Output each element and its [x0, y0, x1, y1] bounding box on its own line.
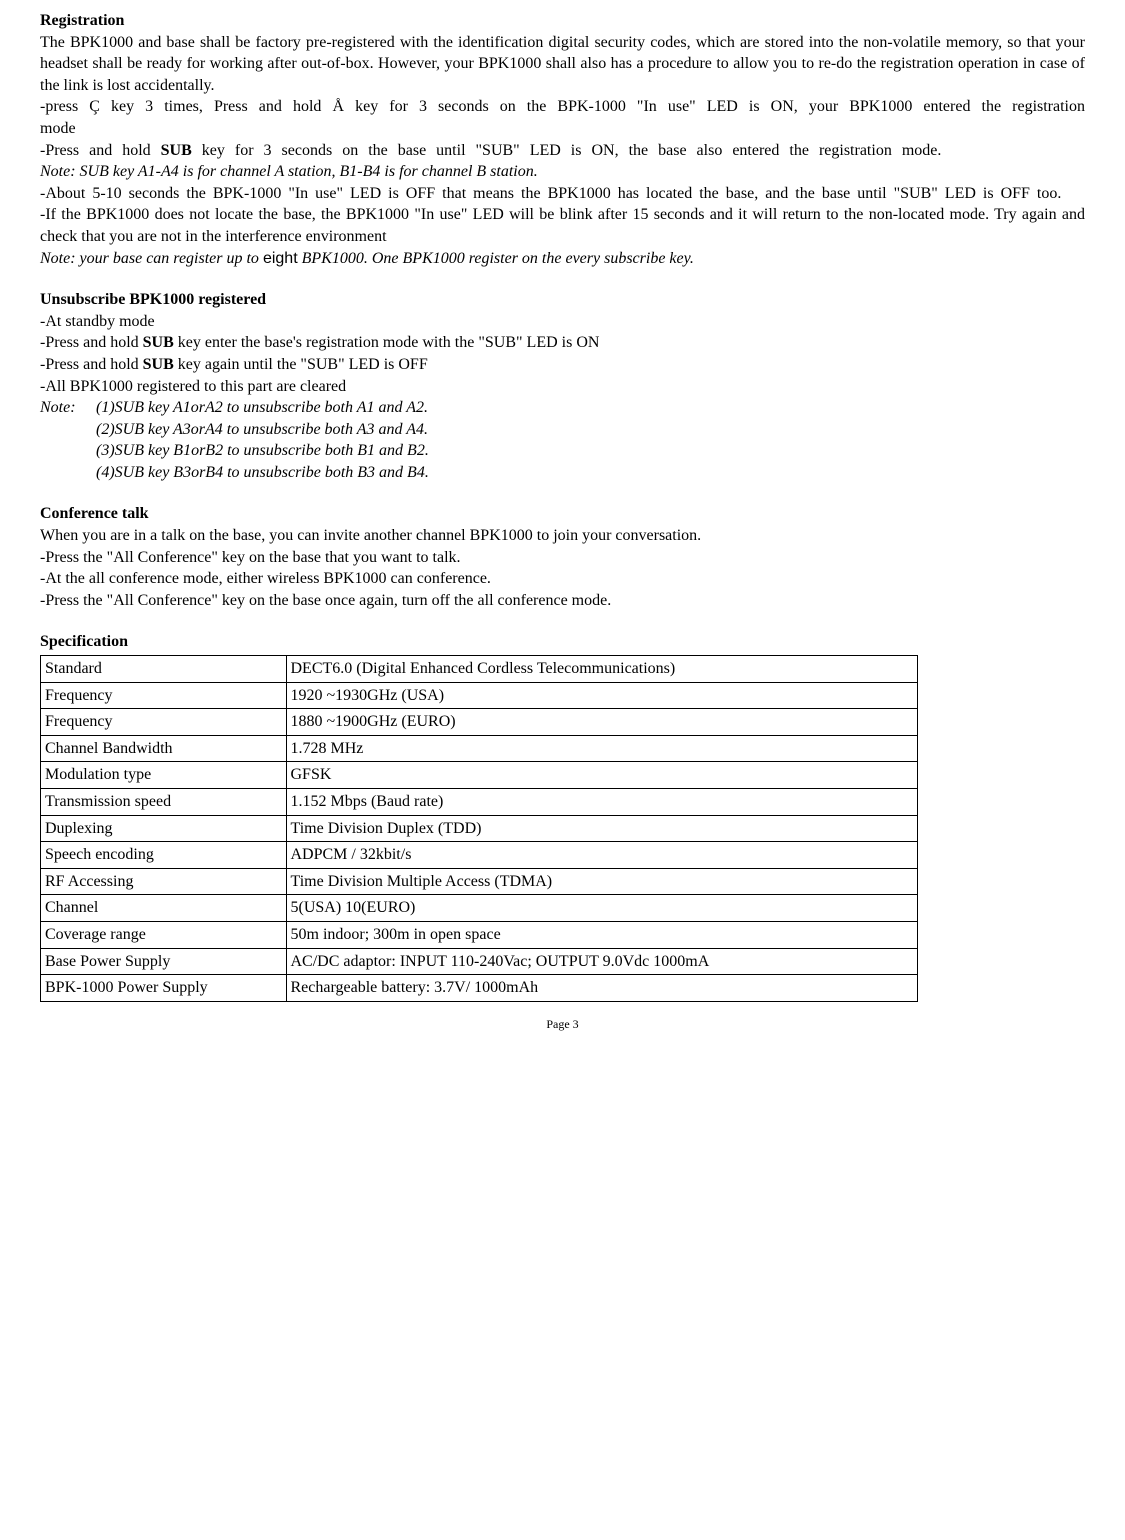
spec-value: 1880 ~1900GHz (EURO)	[286, 709, 917, 736]
table-row: Modulation typeGFSK	[41, 762, 918, 789]
table-row: RF AccessingTime Division Multiple Acces…	[41, 868, 918, 895]
eight-label: eight	[263, 250, 298, 267]
spec-label: BPK-1000 Power Supply	[41, 975, 287, 1002]
spec-label: Frequency	[41, 682, 287, 709]
unsubscribe-n2: (2)SUB key A3orA4 to unsubscribe both A3…	[40, 419, 1085, 441]
table-row: Transmission speed1.152 Mbps (Baud rate)	[41, 789, 918, 816]
spec-value: 1.152 Mbps (Baud rate)	[286, 789, 917, 816]
spec-heading: Specification	[40, 631, 1085, 653]
spec-label: Channel Bandwidth	[41, 735, 287, 762]
unsubscribe-heading: Unsubscribe BPK1000 registered	[40, 289, 1085, 311]
spec-value: GFSK	[286, 762, 917, 789]
registration-note2: Note: your base can register up to eight…	[40, 248, 1085, 270]
spec-value: Time Division Multiple Access (TDMA)	[286, 868, 917, 895]
spec-label: Coverage range	[41, 921, 287, 948]
note-label: Note:	[40, 397, 96, 419]
table-row: Base Power SupplyAC/DC adaptor: INPUT 11…	[41, 948, 918, 975]
key-c-icon: Ç	[89, 98, 100, 115]
spec-value: 5(USA) 10(EURO)	[286, 895, 917, 922]
table-row: Frequency1880 ~1900GHz (EURO)	[41, 709, 918, 736]
unsubscribe-n3: (3)SUB key B1orB2 to unsubscribe both B1…	[40, 440, 1085, 462]
spec-table: StandardDECT6.0 (Digital Enhanced Cordle…	[40, 655, 918, 1002]
unsubscribe-l2: -Press and hold SUB key enter the base's…	[40, 332, 1085, 354]
text: -Press and hold	[40, 356, 143, 373]
unsubscribe-l3: -Press and hold SUB key again until the …	[40, 354, 1085, 376]
spec-label: Frequency	[41, 709, 287, 736]
text: BPK1000. One BPK1000 register on the eve…	[298, 250, 694, 267]
table-row: Channel Bandwidth1.728 MHz	[41, 735, 918, 762]
unsubscribe-l4: -All BPK1000 registered to this part are…	[40, 376, 1085, 398]
unsubscribe-l1: -At standby mode	[40, 311, 1085, 333]
spec-value: 1.728 MHz	[286, 735, 917, 762]
page-footer: Page 3	[40, 1016, 1085, 1032]
text: -Press and hold	[40, 334, 143, 351]
spec-value: 1920 ~1930GHz (USA)	[286, 682, 917, 709]
conference-l2: -Press the "All Conference" key on the b…	[40, 547, 1085, 569]
spec-label: Standard	[41, 656, 287, 683]
text: key 3 times, Press and hold	[100, 98, 333, 115]
unsubscribe-n4: (4)SUB key B3orB4 to unsubscribe both B3…	[40, 462, 1085, 484]
spec-value: AC/DC adaptor: INPUT 110-240Vac; OUTPUT …	[286, 948, 917, 975]
conference-heading: Conference talk	[40, 503, 1085, 525]
sub-key-label: SUB	[143, 356, 174, 373]
text: key again until the "SUB" LED is OFF	[174, 356, 428, 373]
registration-p4: -About 5-10 seconds the BPK-1000 "In use…	[40, 183, 1085, 205]
table-row: DuplexingTime Division Duplex (TDD)	[41, 815, 918, 842]
table-row: Frequency1920 ~1930GHz (USA)	[41, 682, 918, 709]
unsubscribe-note-row1: Note: (1)SUB key A1orA2 to unsubscribe b…	[40, 397, 1085, 419]
unsubscribe-n1: (1)SUB key A1orA2 to unsubscribe both A1…	[96, 397, 428, 419]
table-row: BPK-1000 Power SupplyRechargeable batter…	[41, 975, 918, 1002]
spec-label: Speech encoding	[41, 842, 287, 869]
sub-key-label: SUB	[161, 142, 192, 159]
conference-l3: -At the all conference mode, either wire…	[40, 568, 1085, 590]
registration-p5: -If the BPK1000 does not locate the base…	[40, 204, 1085, 247]
registration-heading: Registration	[40, 10, 1085, 32]
table-row: Speech encodingADPCM / 32kbit/s	[41, 842, 918, 869]
key-a-icon: Å	[332, 98, 344, 115]
text: key enter the base's registration mode w…	[174, 334, 600, 351]
registration-p3: -Press and hold SUB key for 3 seconds on…	[40, 140, 1085, 162]
spec-value: DECT6.0 (Digital Enhanced Cordless Telec…	[286, 656, 917, 683]
spec-value: Rechargeable battery: 3.7V/ 1000mAh	[286, 975, 917, 1002]
sub-key-label: SUB	[143, 334, 174, 351]
spec-value: Time Division Duplex (TDD)	[286, 815, 917, 842]
spec-label: Modulation type	[41, 762, 287, 789]
spec-label: Transmission speed	[41, 789, 287, 816]
table-row: StandardDECT6.0 (Digital Enhanced Cordle…	[41, 656, 918, 683]
conference-l1: When you are in a talk on the base, you …	[40, 525, 1085, 547]
spec-label: Duplexing	[41, 815, 287, 842]
table-row: Channel5(USA) 10(EURO)	[41, 895, 918, 922]
table-row: Coverage range50m indoor; 300m in open s…	[41, 921, 918, 948]
registration-p1: The BPK1000 and base shall be factory pr…	[40, 32, 1085, 97]
spec-value: 50m indoor; 300m in open space	[286, 921, 917, 948]
registration-p2: -press Ç key 3 times, Press and hold Å k…	[40, 96, 1085, 139]
spec-value: ADPCM / 32kbit/s	[286, 842, 917, 869]
text: -press	[40, 98, 89, 115]
text: key for 3 seconds on the base until "SUB…	[192, 142, 942, 159]
spec-label: RF Accessing	[41, 868, 287, 895]
text: Note: your base can register up to	[40, 250, 263, 267]
registration-note1: Note: SUB key A1-A4 is for channel A sta…	[40, 161, 1085, 183]
spec-label: Base Power Supply	[41, 948, 287, 975]
conference-l4: -Press the "All Conference" key on the b…	[40, 590, 1085, 612]
text: -Press and hold	[40, 142, 161, 159]
spec-label: Channel	[41, 895, 287, 922]
